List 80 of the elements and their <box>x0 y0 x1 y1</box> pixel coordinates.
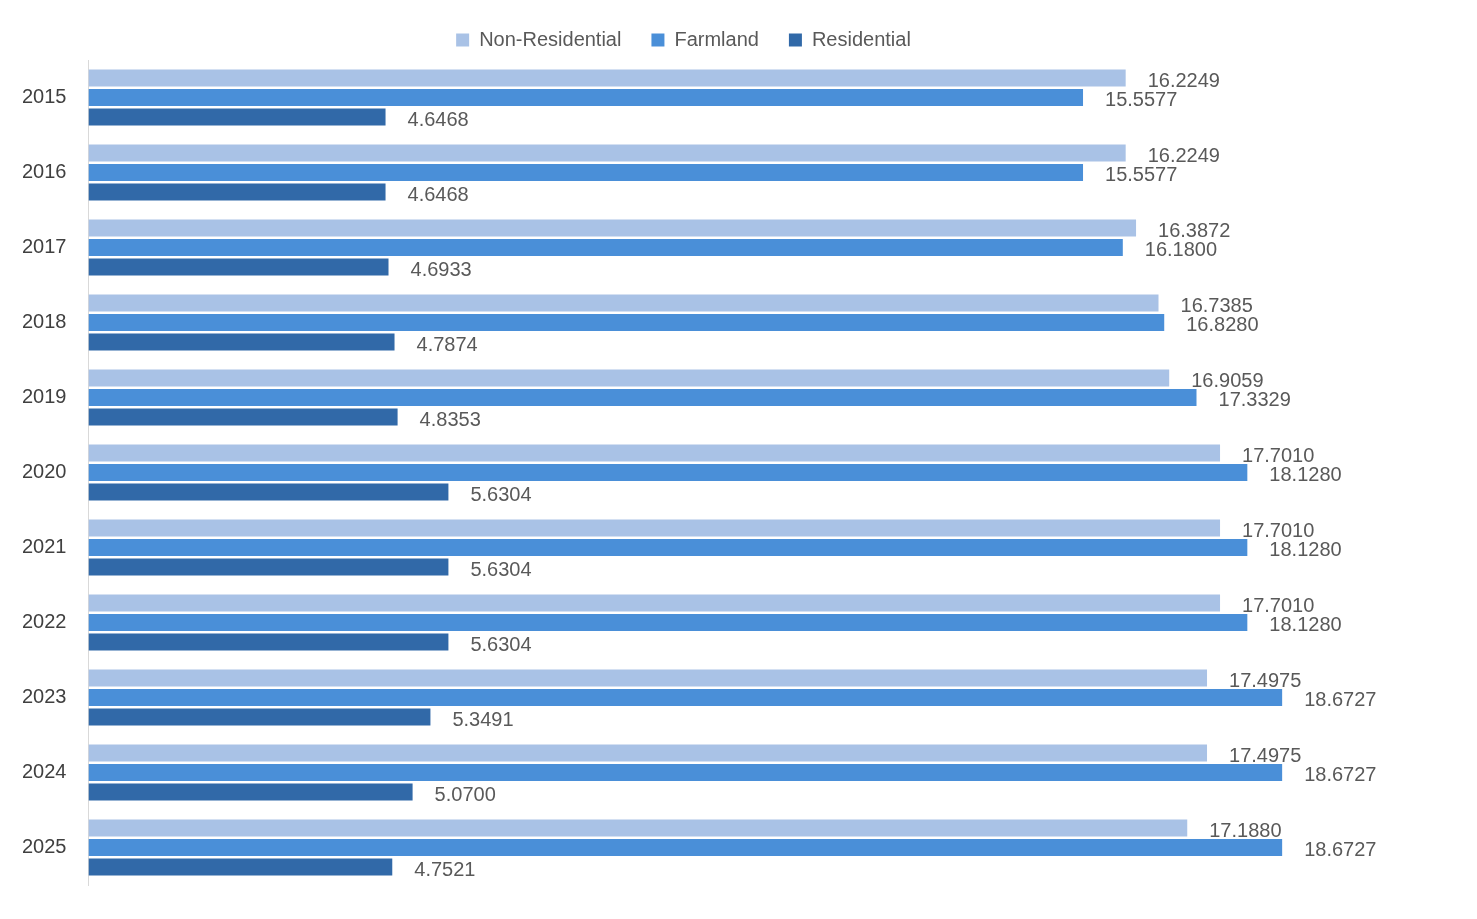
bar <box>88 389 1197 406</box>
bar <box>88 539 1248 556</box>
data-label: 17.7010 <box>1242 593 1315 616</box>
y-tick-label: 2021 <box>21 535 67 558</box>
bar <box>88 219 1137 237</box>
data-label: 4.6468 <box>407 182 469 205</box>
bar <box>88 258 389 276</box>
data-label: 15.5577 <box>1105 88 1178 111</box>
data-label: 16.2249 <box>1147 68 1220 91</box>
bar <box>88 408 398 426</box>
bar <box>88 144 1126 162</box>
bar <box>88 783 413 801</box>
bar <box>88 239 1123 256</box>
data-label: 4.6933 <box>410 257 472 280</box>
bar <box>88 314 1165 331</box>
y-tick-label: 2016 <box>21 160 67 183</box>
bar <box>88 839 1283 856</box>
data-label: 4.7521 <box>414 857 476 880</box>
data-label: 4.6468 <box>407 107 469 130</box>
data-label: 17.3329 <box>1218 388 1291 411</box>
data-label: 17.7010 <box>1242 443 1315 466</box>
data-label: 18.1280 <box>1269 463 1342 486</box>
data-label: 4.7874 <box>416 332 478 355</box>
bar <box>88 164 1084 181</box>
bar <box>88 69 1126 87</box>
data-label: 15.5577 <box>1105 163 1178 186</box>
legend-label: Farmland <box>674 27 759 50</box>
data-label: 16.2249 <box>1147 143 1220 166</box>
bar <box>88 708 431 726</box>
y-tick-label: 2022 <box>21 610 67 633</box>
data-label: 18.6727 <box>1304 838 1377 861</box>
bar <box>88 108 386 126</box>
data-label: 16.1800 <box>1144 238 1218 261</box>
bar <box>88 764 1283 781</box>
y-tick-label: 2025 <box>21 835 67 858</box>
bar <box>88 183 386 201</box>
bar <box>88 333 395 351</box>
bar <box>88 858 393 876</box>
data-label: 5.3491 <box>452 707 514 730</box>
bar <box>88 689 1283 706</box>
legend-label: Residential <box>811 27 911 50</box>
y-tick-label: 2024 <box>21 760 67 783</box>
bar <box>88 744 1208 762</box>
bar <box>88 633 449 651</box>
bar <box>88 669 1208 687</box>
data-label: 18.1280 <box>1269 538 1342 561</box>
bar <box>88 483 449 501</box>
bar <box>88 444 1221 462</box>
data-label: 17.7010 <box>1242 518 1315 541</box>
data-label: 17.4975 <box>1229 743 1302 766</box>
y-tick-label: 2019 <box>21 385 67 408</box>
data-label: 5.0700 <box>434 782 496 805</box>
bar <box>88 294 1159 312</box>
data-label: 5.6304 <box>470 557 532 580</box>
y-tick-label: 2023 <box>21 685 67 708</box>
y-tick-label: 2017 <box>21 235 67 258</box>
y-tick-label: 2020 <box>21 460 67 483</box>
data-label: 16.9059 <box>1191 368 1264 391</box>
bar <box>88 369 1170 387</box>
bar <box>88 519 1221 537</box>
data-label: 17.4975 <box>1229 668 1302 691</box>
data-label: 18.1280 <box>1269 613 1342 636</box>
bar <box>88 819 1188 837</box>
data-label: 5.6304 <box>470 482 532 505</box>
data-label: 16.8280 <box>1186 313 1259 336</box>
y-tick-label: 2018 <box>21 310 67 333</box>
data-label: 18.6727 <box>1304 763 1377 786</box>
bar <box>88 89 1084 106</box>
bar <box>88 558 449 576</box>
y-tick-label: 2015 <box>21 85 67 108</box>
data-label: 17.1880 <box>1209 818 1282 841</box>
legend-label: Non-Residential <box>479 27 622 50</box>
data-label: 16.7385 <box>1180 293 1253 316</box>
data-label: 16.3872 <box>1158 218 1231 241</box>
bar <box>88 594 1221 612</box>
bar <box>88 614 1248 631</box>
data-label: 18.6727 <box>1304 688 1377 711</box>
data-label: 5.6304 <box>470 632 532 655</box>
bar <box>88 464 1248 481</box>
data-label: 4.8353 <box>419 407 481 430</box>
